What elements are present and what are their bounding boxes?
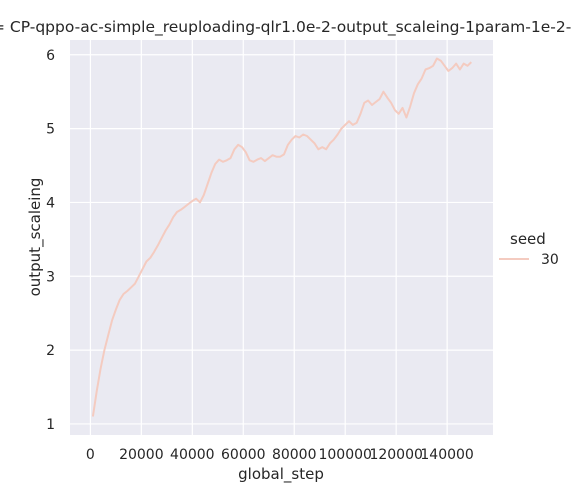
series-group bbox=[91, 57, 472, 417]
x-tick-label: 100000 bbox=[318, 447, 371, 463]
legend-label-30: 30 bbox=[541, 252, 559, 268]
legend: seed 30 bbox=[499, 230, 559, 268]
y-tick-label: 3 bbox=[46, 269, 55, 285]
x-tick-label: 140000 bbox=[420, 447, 473, 463]
y-axis-ticks: 1 2 3 4 5 6 bbox=[46, 48, 55, 433]
grid bbox=[70, 40, 493, 435]
legend-title: seed bbox=[510, 230, 546, 248]
y-tick-label: 1 bbox=[46, 417, 55, 433]
x-tick-label: 80000 bbox=[272, 447, 317, 463]
x-tick-label: 20000 bbox=[119, 447, 164, 463]
x-tick-label: 40000 bbox=[170, 447, 215, 463]
chart-title: = CP-qppo-ac-simple_reuploading-qlr1.0e-… bbox=[0, 18, 572, 37]
x-tick-label: 60000 bbox=[221, 447, 266, 463]
plot-area bbox=[70, 40, 493, 435]
y-tick-label: 2 bbox=[46, 343, 55, 359]
y-tick-label: 6 bbox=[46, 48, 55, 64]
y-tick-label: 4 bbox=[46, 195, 55, 211]
x-axis-label: global_step bbox=[238, 465, 324, 484]
y-tick-label: 5 bbox=[46, 122, 55, 138]
x-tick-label: 120000 bbox=[369, 447, 422, 463]
x-tick-label: 0 bbox=[86, 447, 95, 463]
series-line-30 bbox=[91, 57, 472, 417]
y-axis-label: output_scaleing bbox=[26, 178, 45, 297]
